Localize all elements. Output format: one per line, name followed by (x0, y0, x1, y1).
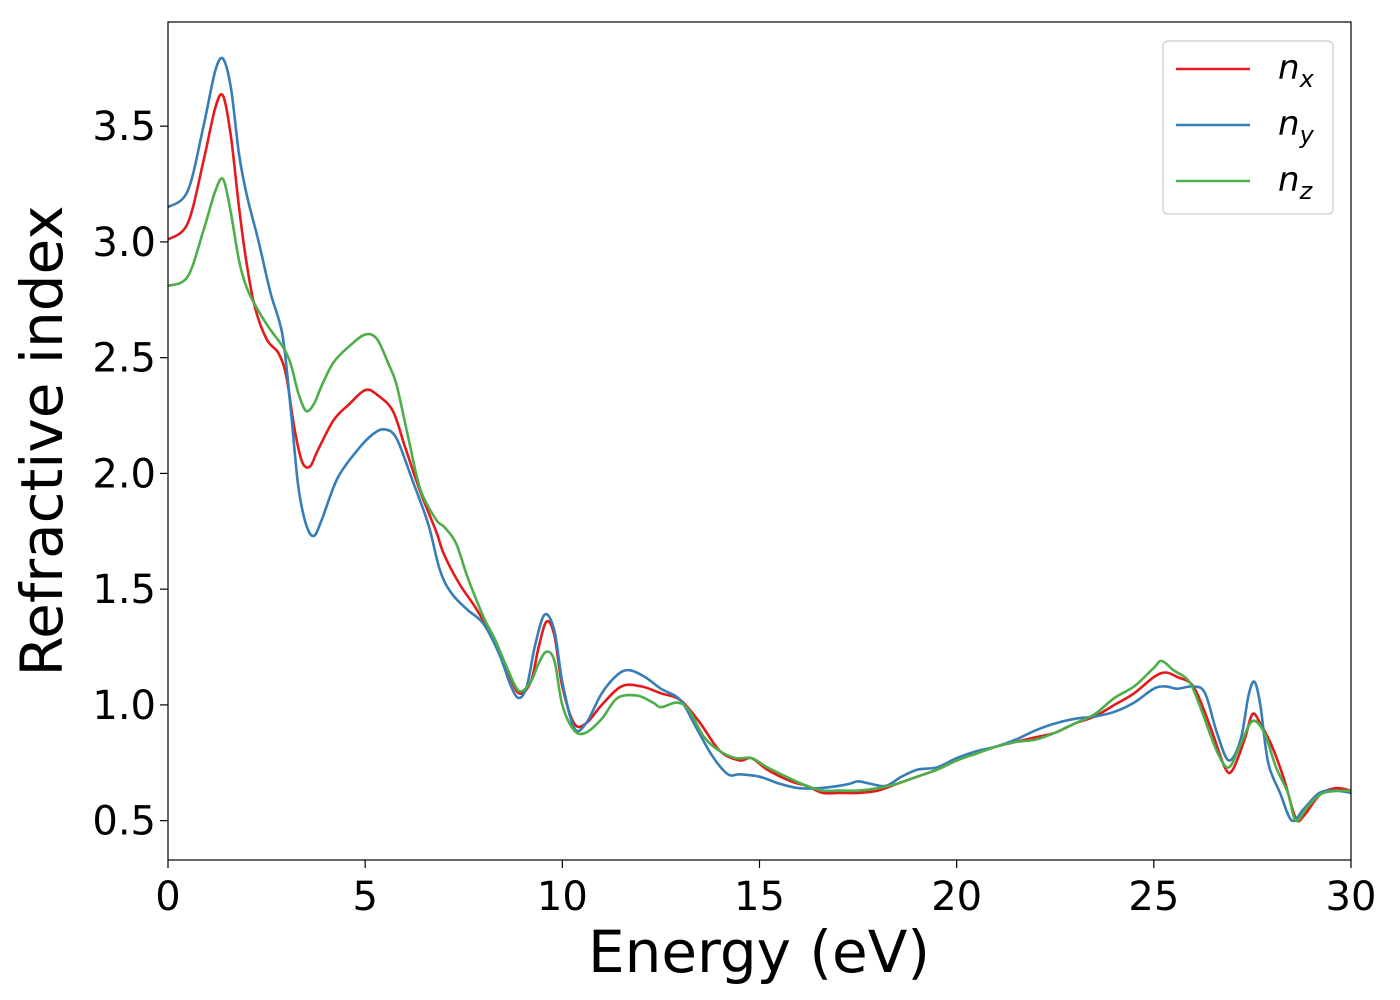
plot-frame (167, 21, 1352, 861)
y-tick-label: 3.5 (92, 104, 156, 150)
y-tick-label: 3.0 (92, 220, 156, 266)
y-tick-label: 0.5 (92, 799, 156, 845)
x-tick-label: 15 (734, 874, 785, 920)
series-line-ny (168, 56, 1351, 823)
x-tick-label: 10 (537, 874, 588, 920)
y-tick-label: 1.5 (92, 567, 156, 613)
y-tick-label: 1.0 (92, 683, 156, 729)
series-layer (168, 56, 1351, 823)
y-tick-label: 2.0 (92, 451, 156, 497)
x-axis-ticks: 0 5 10 15 20 25 30 (155, 860, 1376, 920)
x-tick-label: 20 (931, 874, 982, 920)
legend-frame (1162, 40, 1334, 215)
x-tick-label: 30 (1326, 874, 1377, 920)
x-tick-label: 5 (352, 874, 377, 920)
x-axis-title: Energy (eV) (588, 918, 930, 986)
series-line-nz (168, 177, 1351, 823)
x-tick-label: 0 (155, 874, 180, 920)
x-tick-label: 25 (1128, 874, 1179, 920)
y-tick-label: 2.5 (92, 336, 156, 382)
y-axis-title: Refractive index (8, 205, 76, 676)
y-axis-ticks: 0.5 1.0 1.5 2.0 2.5 3.0 3.5 (92, 104, 168, 845)
